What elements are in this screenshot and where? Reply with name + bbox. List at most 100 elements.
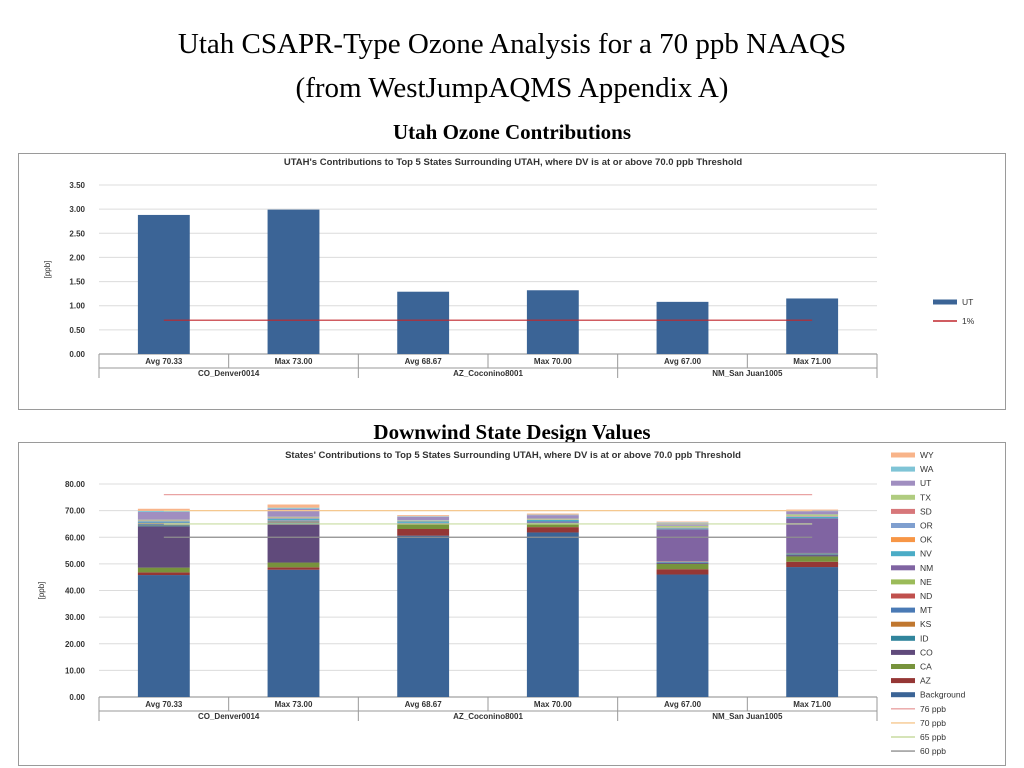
y-tick-label: 1.00 (69, 302, 85, 311)
bar-segment-ca (786, 556, 839, 562)
legend-label: CO (920, 647, 933, 657)
legend-swatch-ut (891, 480, 915, 486)
bar-segment-tx (267, 516, 320, 518)
y-tick-label: 0.00 (69, 693, 85, 702)
bar-segment-ca (267, 562, 320, 568)
legend-swatch-co (891, 649, 915, 655)
bar-segment-id (786, 554, 839, 556)
legend-swatch-ne (891, 579, 915, 585)
bar-segment-tx (786, 514, 839, 516)
bar-segment-tx (526, 518, 579, 520)
y-tick-label: 3.00 (69, 205, 85, 214)
legend-swatch-az (891, 678, 915, 684)
x-tick-label: Max 73.00 (275, 357, 313, 366)
y-tick-label: 70.00 (65, 507, 86, 516)
y-tick-label: 1.50 (69, 278, 85, 287)
bar-segment-wy (397, 515, 450, 517)
group-label: NM_San Juan1005 (712, 712, 783, 721)
group-label: NM_San Juan1005 (712, 369, 783, 378)
legend-label: AZ (920, 676, 931, 686)
y-tick-label: 40.00 (65, 587, 86, 596)
legend-swatch-or (891, 523, 915, 528)
utah-contributions-chart: UTAH's Contributions to Top 5 States Sur… (18, 153, 1006, 410)
legend-label: 60 ppb (920, 746, 946, 756)
bar-segment-wy (137, 508, 190, 511)
x-tick-label: Avg 67.00 (664, 357, 702, 366)
bar-segment-nv (267, 518, 320, 521)
bar-segment-background (137, 575, 190, 697)
x-tick-label: Avg 68.67 (405, 357, 443, 366)
bar-segment-or (137, 520, 190, 522)
x-tick-label: Avg 67.00 (664, 700, 702, 709)
bar-segment-ca (526, 523, 579, 528)
legend-label: OR (920, 521, 933, 531)
bar-segment-wa (656, 522, 709, 523)
bar-segment-ut (786, 298, 839, 354)
bar-segment-tx (397, 520, 450, 521)
legend-label: Background (920, 690, 966, 700)
bar-segment-az (786, 561, 839, 568)
bar-segment-ut (397, 516, 450, 521)
bar-segment-ks (267, 522, 320, 523)
legend-label: NM (920, 563, 933, 573)
bar-segment-ne (267, 520, 320, 522)
bar-segment-mt (786, 553, 839, 555)
x-tick-label: Avg 68.67 (405, 700, 443, 709)
bar-segment-nm (656, 529, 709, 562)
group-label: AZ_Coconino8001 (453, 712, 523, 721)
legend-label: CA (920, 662, 932, 672)
x-tick-label: Max 70.00 (534, 700, 572, 709)
legend-label: NE (920, 577, 932, 587)
bar-segment-nv (786, 517, 839, 519)
legend-swatch-sd (891, 508, 915, 514)
bar-segment-ks (137, 524, 190, 526)
legend-swatch-mt (891, 607, 915, 613)
bar-segment-wy (526, 513, 579, 515)
legend-swatch-nd (891, 593, 915, 599)
legend-label: UT (920, 478, 931, 488)
chart-title: UTAH's Contributions to Top 5 States Sur… (284, 157, 742, 168)
bar-segment-az (137, 572, 190, 576)
bar-segment-id (137, 525, 190, 527)
x-tick-label: Max 71.00 (793, 700, 831, 709)
legend-label: MT (920, 605, 932, 615)
x-tick-label: Avg 70.33 (145, 357, 183, 366)
legend-label: ID (920, 633, 929, 643)
legend-swatch-tx (891, 494, 915, 500)
bar-segment-az (397, 528, 450, 536)
bar-segment-co (137, 526, 190, 568)
legend-label: 1% (962, 316, 975, 326)
bar-segment-nv (656, 528, 709, 530)
bar-segment-or (786, 516, 839, 517)
x-tick-label: Avg 70.33 (145, 700, 183, 709)
x-tick-label: Max 70.00 (534, 357, 572, 366)
legend-swatch-nm (891, 565, 915, 571)
bar-segment-tx (656, 525, 709, 528)
bar-segment-mt (267, 521, 320, 523)
bar-segment-nm (526, 521, 579, 523)
bar-segment-az (526, 527, 579, 533)
bar-segment-ut (267, 508, 320, 517)
bar-segment-ut (526, 515, 579, 519)
legend-swatch-ks (891, 621, 915, 627)
legend-label: TX (920, 492, 931, 502)
bar-segment-background (526, 532, 579, 697)
legend-label: NV (920, 549, 932, 559)
legend-swatch-wy (891, 452, 915, 458)
bar-segment-nm (267, 520, 320, 521)
bar-segment-or (267, 517, 320, 519)
y-tick-label: 3.50 (69, 181, 85, 190)
bar-segment-wy (267, 504, 320, 508)
bar-segment-az (656, 569, 709, 575)
legend-label: KS (920, 619, 932, 629)
legend-label: 76 ppb (920, 704, 946, 714)
bar-segment-az (267, 567, 320, 570)
y-tick-label: 60.00 (65, 533, 86, 542)
legend-label: OK (920, 535, 933, 545)
bar-segment-wa (397, 516, 450, 517)
legend-swatch-background (891, 692, 915, 698)
bar-segment-nm (137, 522, 190, 524)
bar-segment-ut (137, 214, 190, 354)
bar-segment-ut (397, 291, 450, 354)
y-tick-label: 0.50 (69, 326, 85, 335)
